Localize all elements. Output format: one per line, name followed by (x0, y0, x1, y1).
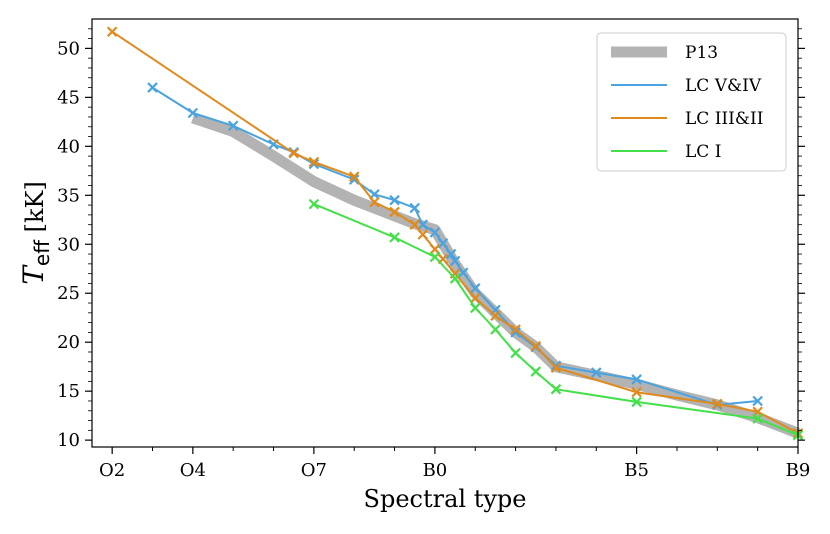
data-point (631, 386, 642, 398)
legend-label: LC III&II (685, 109, 763, 129)
data-point (288, 147, 299, 159)
data-point (308, 156, 320, 168)
data-point (631, 396, 642, 408)
y-tick-label: 35 (57, 185, 80, 206)
series-line-3 (313, 203, 799, 437)
data-point (106, 26, 118, 38)
y-axis-unit: [kK] (21, 181, 49, 240)
data-point (530, 366, 542, 377)
series-layer (106, 26, 804, 441)
ticks-layer: O2 O4 O7 B0 B5 B9 10 15 20 25 30 35 40 45 50 (57, 28, 811, 481)
data-point (445, 248, 457, 260)
data-point (369, 196, 380, 208)
data-point (490, 310, 501, 322)
data-point (389, 232, 400, 243)
data-point (469, 292, 481, 304)
y-tick-label: 40 (57, 136, 80, 157)
y-tick-label: 30 (57, 234, 80, 255)
y-axis-subscript: eff (30, 239, 54, 266)
x-tick-label: B0 (423, 460, 448, 481)
data-point (457, 267, 469, 278)
data-point (389, 194, 400, 206)
data-point (752, 413, 763, 424)
data-point (389, 206, 400, 218)
x-tick-label: O2 (99, 460, 125, 481)
data-point (409, 219, 421, 230)
data-point (437, 238, 449, 249)
data-point (510, 327, 521, 338)
y-tick-label: 20 (57, 332, 80, 353)
legend-frame (596, 32, 787, 172)
x-tick-label: O7 (301, 460, 327, 481)
data-point (550, 383, 562, 395)
x-tick-label: B9 (786, 460, 811, 481)
legend-items: P13 LC V&IV LC III&II LC I (611, 43, 763, 162)
data-point (187, 107, 199, 119)
legend-label: LC I (685, 142, 721, 162)
x-tick-label: B5 (624, 460, 649, 481)
y-axis-symbol: T (17, 264, 50, 285)
data-point (591, 367, 602, 378)
data-point (417, 219, 429, 230)
data-point (429, 243, 441, 255)
data-point (510, 347, 521, 359)
data-point (752, 395, 763, 407)
data-point (417, 229, 429, 240)
data-point (469, 302, 481, 314)
data-point (147, 82, 158, 93)
y-tick-label: 10 (57, 430, 80, 451)
x-tick-label: O4 (180, 460, 206, 481)
legend: P13 LC V&IV LC III&II LC I (596, 32, 787, 172)
y-tick-label: 15 (57, 381, 80, 402)
data-point (449, 255, 461, 267)
data-point (490, 324, 501, 335)
data-point (449, 273, 461, 284)
data-point (712, 398, 723, 410)
data-point (429, 227, 441, 238)
data-point (469, 283, 481, 294)
y-tick-label: 50 (57, 38, 80, 59)
data-point (510, 324, 521, 335)
data-point (550, 362, 562, 373)
plot-frame (91, 18, 799, 448)
data-point (530, 340, 542, 352)
y-axis-title: Teff [kK] (17, 181, 54, 285)
data-point (631, 374, 642, 385)
legend-label: LC V&IV (685, 76, 762, 96)
legend-label: P13 (685, 43, 718, 63)
data-point (429, 251, 441, 263)
x-axis-title: Spectral type (364, 485, 527, 513)
y-tick-label: 45 (57, 87, 80, 108)
series-line-0 (191, 112, 800, 439)
data-point (308, 198, 320, 210)
data-point (409, 202, 421, 214)
data-point (227, 120, 239, 132)
y-tick-label: 25 (57, 283, 80, 304)
data-point (348, 171, 360, 182)
